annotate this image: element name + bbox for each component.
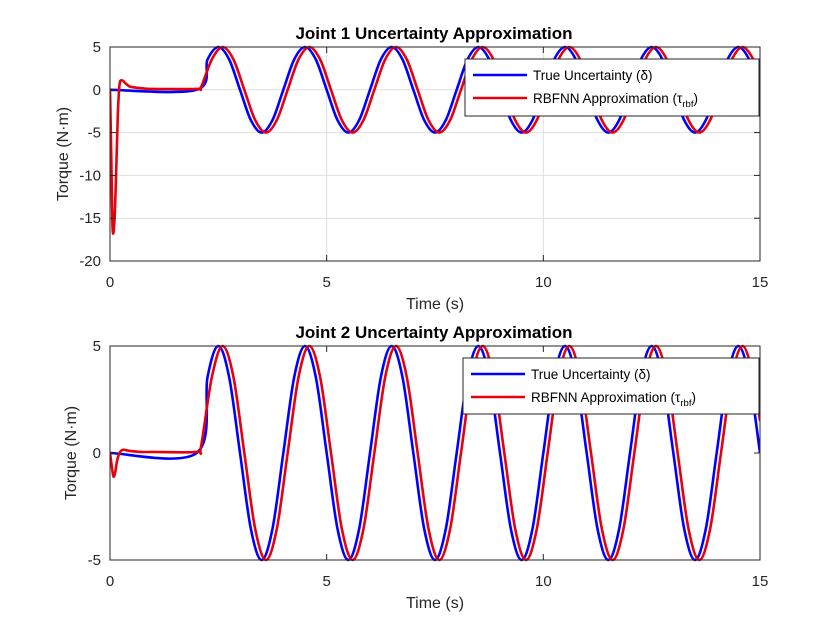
x-tick-label: 10: [535, 573, 552, 590]
legend-label: RBFNN Approximation (τrbf): [533, 91, 698, 110]
legend-label: True Uncertainty (δ): [533, 68, 653, 83]
legend-box: [464, 58, 760, 117]
chart-title: Joint 2 Uncertainty Approximation: [295, 323, 572, 342]
x-tick-label: 0: [106, 573, 114, 590]
legend-box: [462, 357, 760, 415]
x-tick-label: 10: [535, 274, 552, 291]
y-tick-label: 5: [93, 338, 101, 355]
x-tick-label: 15: [752, 573, 769, 590]
y-tick-label: -20: [79, 253, 101, 270]
legend: True Uncertainty (δ) RBFNN Approximation …: [462, 357, 760, 415]
x-tick-label: 5: [322, 573, 330, 590]
y-tick-label: -15: [79, 210, 101, 227]
y-tick-label: 0: [93, 445, 101, 462]
y-axis-label: Torque (N·m): [63, 406, 80, 500]
x-axis-label: Time (s): [406, 296, 464, 313]
axes-box: [109, 46, 761, 262]
x-tick-label: 5: [322, 274, 330, 291]
x-axis-label: Time (s): [406, 595, 464, 612]
chart-panel-1: 0 5 10 15 -20 -15 -10 -5 0 5 Joint 1 Uncertainty A…: [55, 24, 768, 313]
y-tick-label: -10: [79, 167, 101, 184]
chart-title: Joint 1 Uncertainty Approximation: [295, 24, 572, 43]
y-tick-label: -5: [88, 125, 101, 142]
y-axis-label: Torque (N·m): [55, 107, 72, 201]
chart-panel-2: 0 5 10 15 -5 0 5 Joint 2 Uncertainty Approximat…: [63, 323, 768, 612]
x-tick-label: 15: [752, 274, 769, 291]
y-tick-label: -5: [88, 552, 101, 569]
series-line-rbfnn-approximation: [110, 344, 760, 562]
y-tick-label: 0: [93, 82, 101, 99]
x-tick-label: 0: [106, 274, 114, 291]
legend-label: RBFNN Approximation (τrbf): [531, 390, 696, 409]
legend-label: True Uncertainty (δ): [531, 367, 651, 382]
y-tick-label: 5: [93, 39, 101, 56]
legend: True Uncertainty (δ) RBFNN Approximation …: [464, 58, 760, 117]
